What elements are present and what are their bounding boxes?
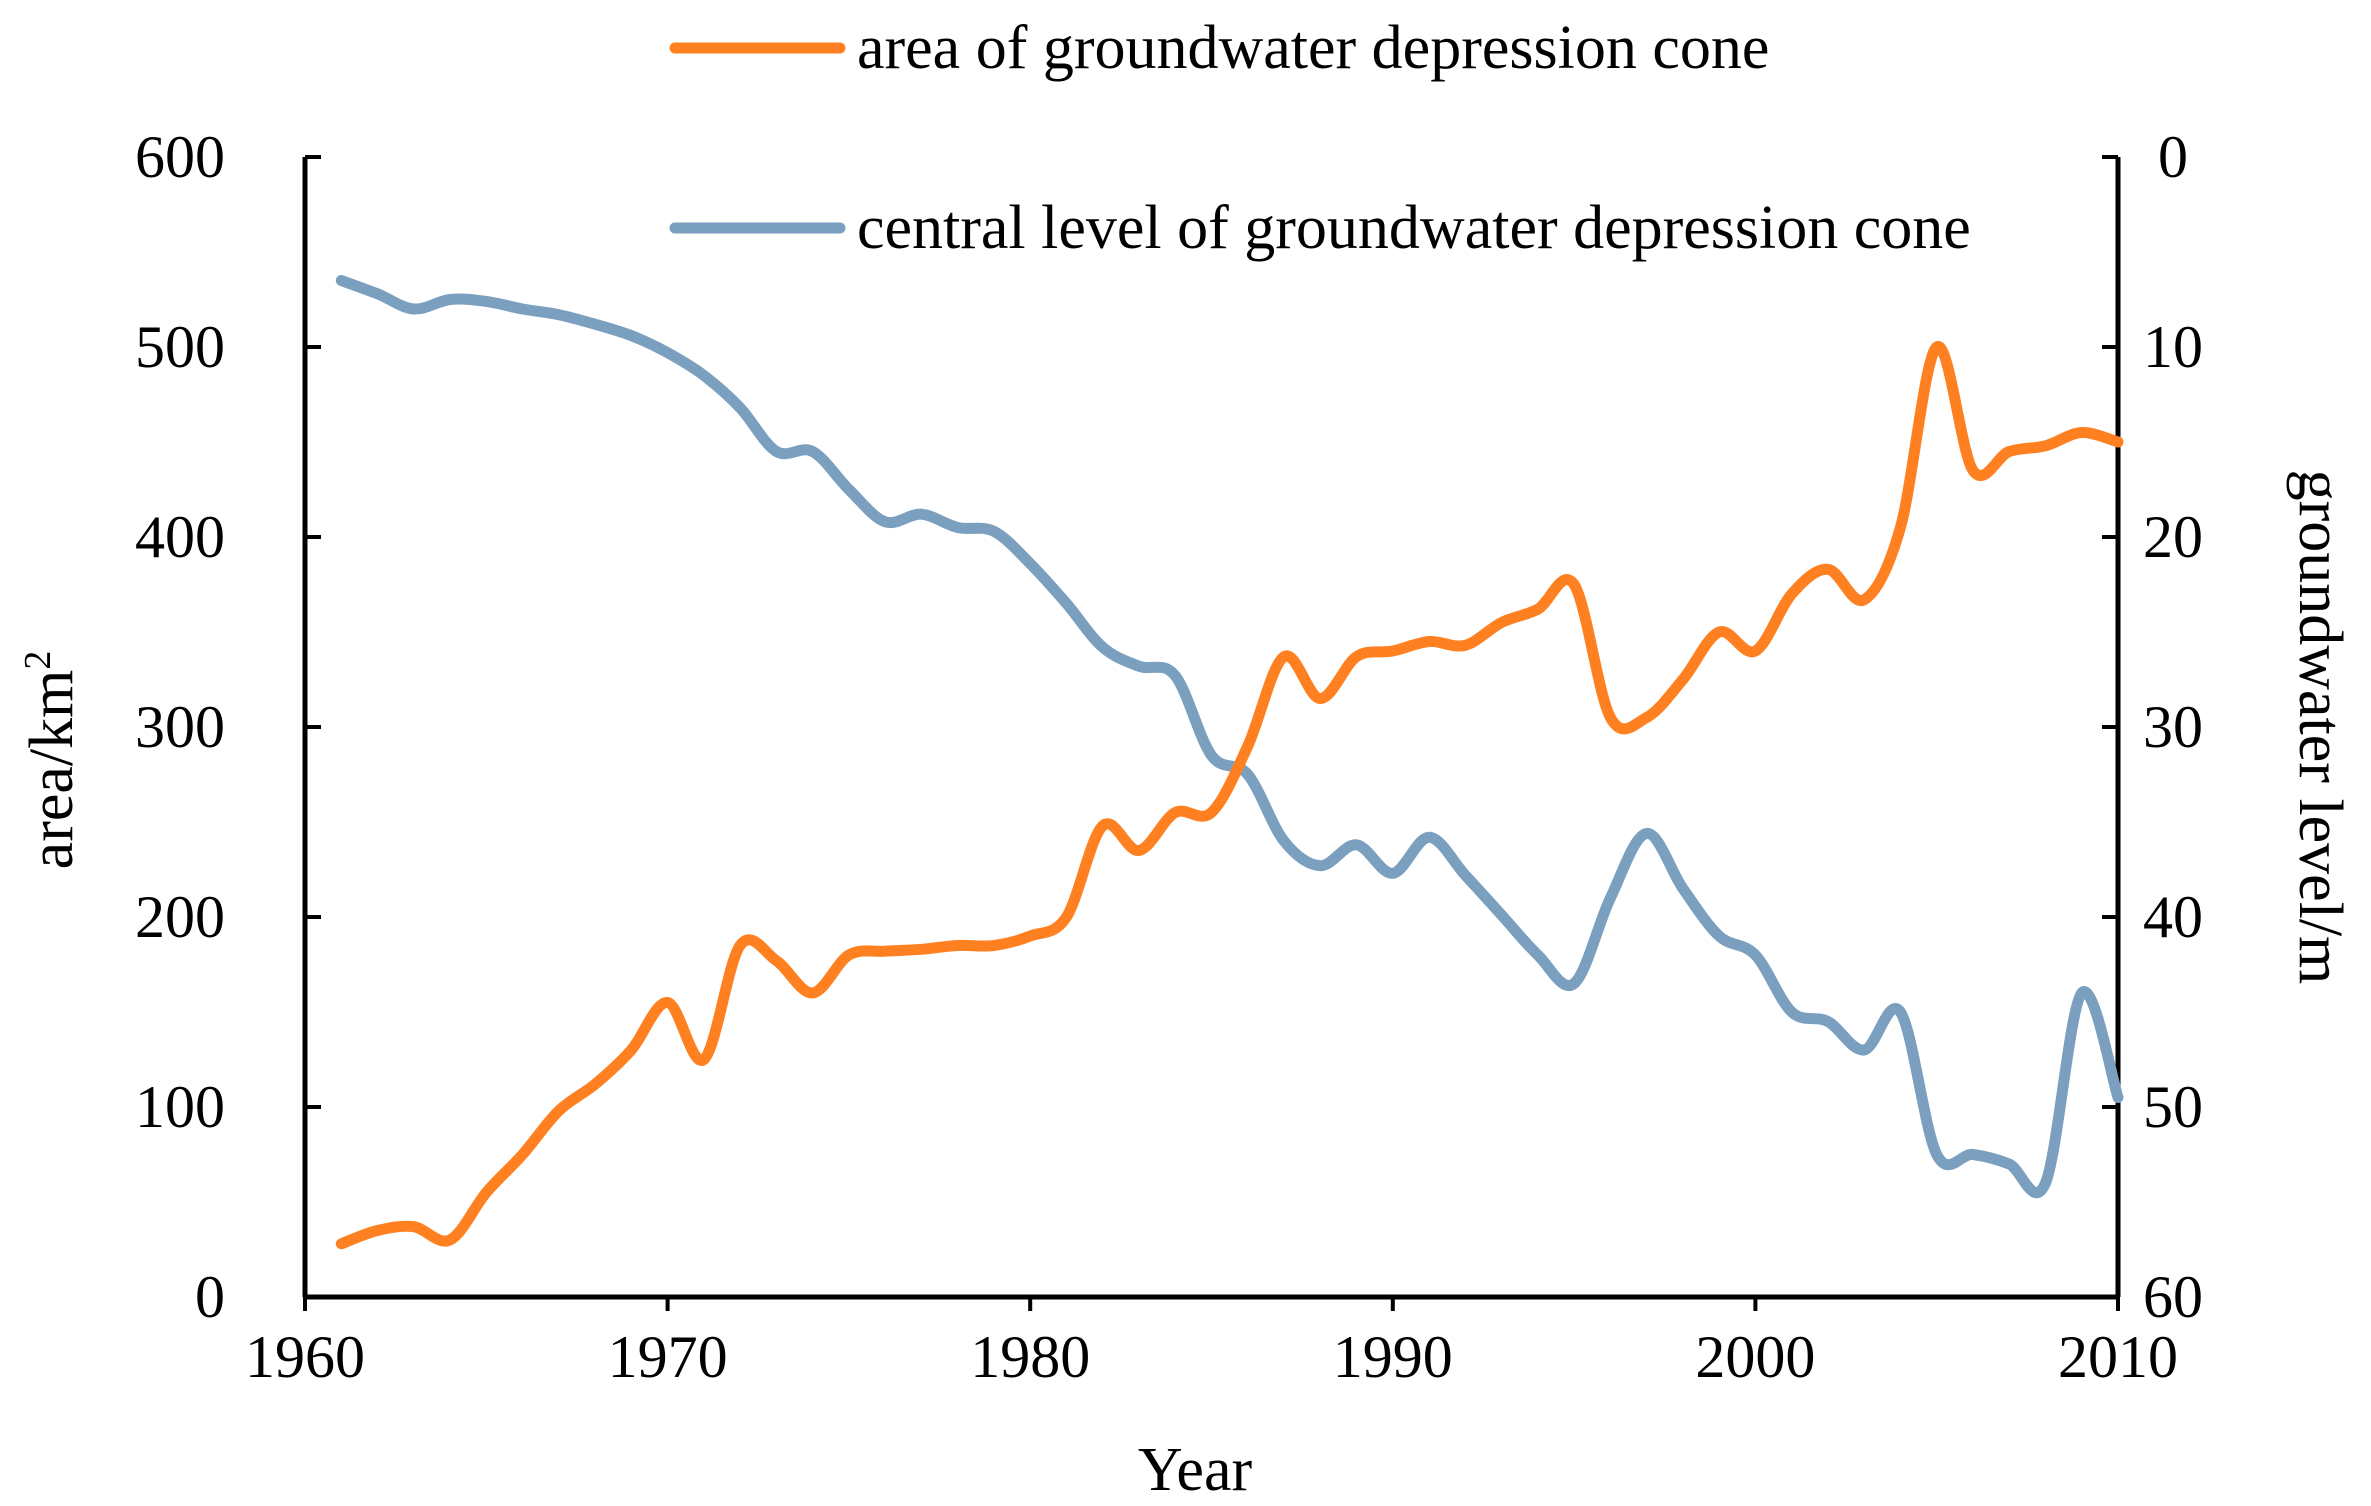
y-left-tick-label: 0 [195,1264,225,1330]
y-right-tick-label: 40 [2143,884,2203,950]
x-tick-label: 2000 [1695,1324,1815,1390]
y-right-tick-label: 30 [2143,694,2203,760]
y-left-tick-label: 400 [135,504,225,570]
x-axis-label: Year [1138,1436,1253,1504]
tick-layer: 1960 1970 1980 1990 2000 20100100200300400500… [135,124,2203,1390]
y-left-tick-label: 300 [135,694,225,760]
y-left-tick-label: 500 [135,314,225,380]
y-left-axis-label-main: area/km [18,670,86,870]
x-tick-label: 1960 [245,1324,365,1390]
legend-label-level: central level of groundwater depression … [857,194,1971,262]
series-line-area [335,341,2124,1250]
series-line-level [335,275,2124,1198]
series-layer [335,275,2124,1250]
axes [302,157,2121,1300]
y-left-axis-label: area/km2 [17,651,86,870]
y-left-tick-label: 600 [135,124,225,190]
y-right-axis-label: groundwater level/m [2286,470,2354,985]
y-left-tick-label: 200 [135,884,225,950]
legend: area of groundwater depression cone cent… [669,14,1971,262]
x-tick-label: 1980 [970,1324,1090,1390]
legend-label-area: area of groundwater depression cone [857,14,1769,82]
y-left-axis-label-superscript: 2 [17,651,59,670]
x-tick-label: 1970 [608,1324,728,1390]
y-right-tick-label: 20 [2143,504,2203,570]
y-right-tick-label: 0 [2158,124,2188,190]
x-tick-label: 2010 [2058,1324,2178,1390]
x-tick-label: 1990 [1333,1324,1453,1390]
y-right-tick-label: 60 [2143,1264,2203,1330]
y-left-tick-label: 100 [135,1074,225,1140]
y-right-tick-label: 50 [2143,1074,2203,1140]
y-right-tick-label: 10 [2143,314,2203,380]
